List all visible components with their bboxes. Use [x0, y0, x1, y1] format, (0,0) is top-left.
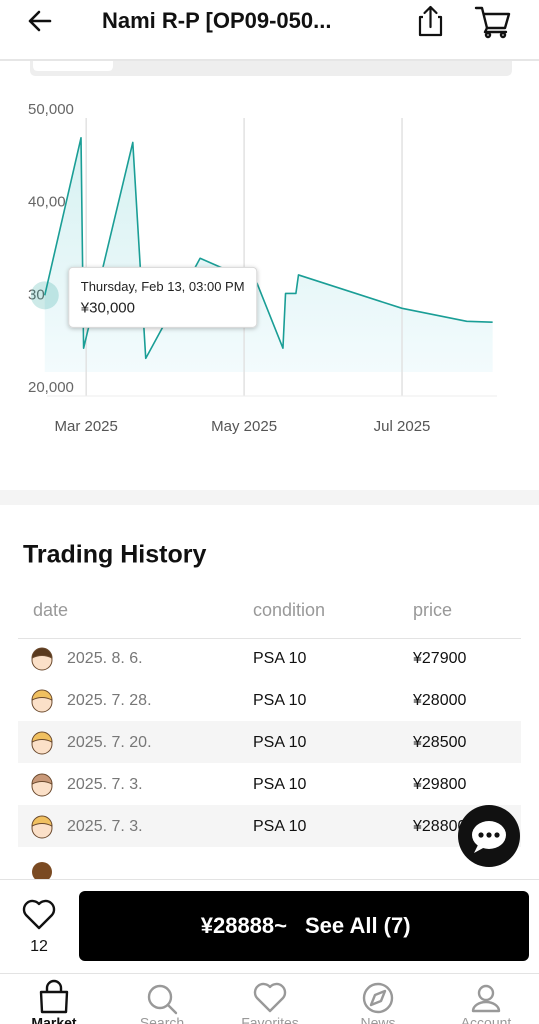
- row-condition: PSA 10: [253, 776, 306, 793]
- x-tick-label: Jul 2025: [374, 418, 431, 435]
- like-count: 12: [30, 938, 48, 955]
- favorites-icon[interactable]: [253, 982, 287, 1013]
- avatar-hair: [31, 647, 53, 659]
- like-button[interactable]: [22, 899, 56, 930]
- tab-labels: Market Search Favorites News Account: [31, 1015, 511, 1024]
- avatar-hair: [31, 815, 53, 827]
- header: Nami R-P [OP09-050...: [0, 0, 539, 61]
- account-icon[interactable]: [471, 984, 501, 1013]
- row-price: ¥28500: [412, 734, 466, 751]
- tab-label[interactable]: Account: [461, 1015, 512, 1024]
- row-bg: [18, 721, 521, 763]
- row-condition: PSA 10: [253, 692, 306, 709]
- chat-button[interactable]: [458, 805, 520, 867]
- column-header: date: [33, 600, 68, 620]
- tab-label[interactable]: Favorites: [241, 1015, 299, 1024]
- header-title: Nami R-P [OP09-050...: [102, 8, 331, 33]
- back-button[interactable]: [28, 10, 52, 32]
- x-tick-label: May 2025: [211, 418, 277, 435]
- column-header: condition: [253, 600, 325, 620]
- action-bar-border: [0, 879, 539, 880]
- history-title: Trading History: [23, 541, 206, 569]
- tooltip-value: ¥30,000: [80, 299, 135, 316]
- y-tick-label: 50,000: [28, 101, 74, 118]
- tab-bar: [0, 973, 539, 1024]
- cart-button[interactable]: [474, 6, 511, 39]
- history-table: date condition price 2025. 8. 6. PSA 10 ¥2790…: [18, 600, 521, 882]
- market-icon[interactable]: [39, 979, 69, 1014]
- y-tick-label: 40,000: [28, 194, 74, 211]
- button-price: ¥28888~: [201, 913, 287, 938]
- row-price: ¥27900: [412, 650, 466, 667]
- x-tick-label: Mar 2025: [55, 418, 118, 435]
- search-icon[interactable]: [147, 984, 178, 1015]
- row-condition: PSA 10: [253, 650, 306, 667]
- avatar-hair: [31, 773, 53, 785]
- header-divider: [0, 59, 539, 61]
- row-condition: PSA 10: [253, 734, 306, 751]
- see-all-button[interactable]: [79, 891, 529, 961]
- row-date: 2025. 7. 20.: [67, 734, 152, 751]
- header-divider: [18, 638, 521, 639]
- tab-label[interactable]: Search: [140, 1015, 184, 1024]
- section-divider: [0, 490, 539, 505]
- row-date: 2025. 7. 28.: [67, 692, 152, 709]
- tab-label[interactable]: News: [360, 1015, 395, 1024]
- column-header: price: [413, 600, 452, 620]
- avatar-hair: [31, 731, 53, 743]
- tooltip-marker: [30, 281, 59, 310]
- row-price: ¥28800: [412, 818, 466, 835]
- row-bg: [18, 805, 521, 847]
- row-condition: PSA 10: [253, 818, 306, 835]
- share-button[interactable]: [418, 5, 443, 37]
- button-label: See All (7): [305, 913, 411, 938]
- avatar-partial: [32, 862, 52, 882]
- row-date: 2025. 7. 3.: [67, 818, 143, 835]
- tab-bar-border: [0, 973, 539, 974]
- period-tab-active[interactable]: [33, 61, 113, 71]
- tab-icons: [39, 979, 501, 1015]
- header-bg: [0, 0, 539, 60]
- news-icon[interactable]: [362, 982, 394, 1014]
- period-tabs: [30, 61, 512, 76]
- y-tick-label: 20,000: [28, 379, 74, 396]
- row-price: ¥28000: [412, 692, 466, 709]
- tab-label[interactable]: Market: [31, 1015, 76, 1024]
- tooltip-title: Thursday, Feb 13, 03:00 PM: [81, 279, 245, 294]
- tooltip-box: [68, 266, 258, 328]
- price-area: [44, 137, 493, 372]
- row-date: 2025. 7. 3.: [67, 776, 143, 793]
- row-price: ¥29800: [412, 776, 466, 793]
- row-date: 2025. 8. 6.: [67, 650, 143, 667]
- avatar-hair: [31, 689, 53, 701]
